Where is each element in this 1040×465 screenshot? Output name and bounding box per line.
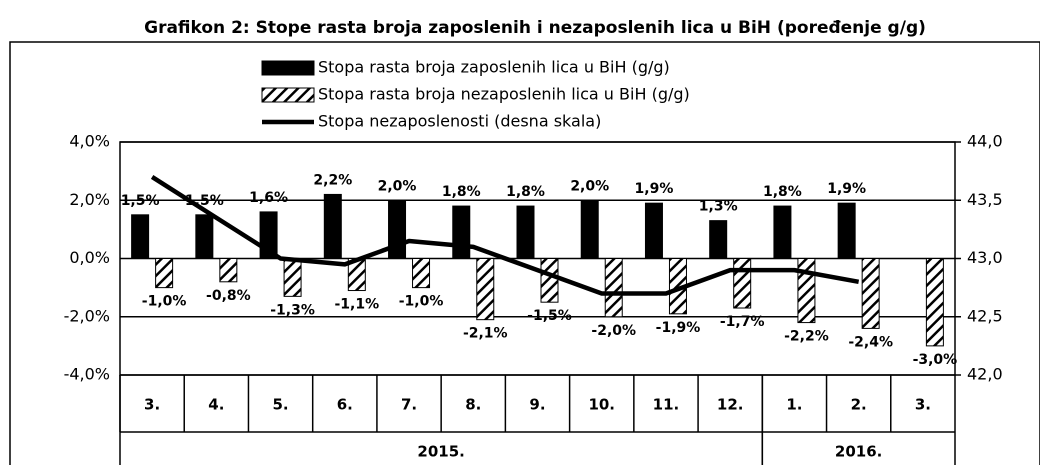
data-label: -1,0% — [399, 294, 444, 310]
y-tick-label: 0,0% — [69, 248, 110, 267]
bar — [195, 214, 214, 259]
x-tick-label: 9. — [529, 396, 545, 414]
y2-tick-label: 43,5 — [967, 190, 1003, 209]
x-tick-label: 5. — [273, 396, 289, 414]
y2-tick-label: 42,5 — [967, 306, 1003, 325]
x-tick-label: 8. — [465, 396, 481, 414]
x-tick-label: 12. — [717, 396, 744, 414]
y2-tick-label: 42,0 — [967, 365, 1003, 384]
y2-tick-label: 43,0 — [967, 248, 1003, 267]
y-tick-label: -2,0% — [64, 306, 110, 325]
x-tick-label: 11. — [653, 396, 680, 414]
x-tick-label: 7. — [401, 396, 417, 414]
y-tick-label: 4,0% — [69, 132, 110, 151]
y-tick-label: 2,0% — [69, 190, 110, 209]
frame — [9, 41, 1040, 465]
bar — [412, 258, 431, 289]
bar — [155, 258, 174, 289]
data-label: 1,8% — [442, 184, 481, 200]
data-label: 1,6% — [249, 190, 288, 206]
bar — [604, 258, 623, 318]
data-label: 1,3% — [699, 199, 738, 215]
bar — [540, 258, 559, 303]
bar — [580, 199, 599, 259]
bar — [861, 258, 880, 329]
data-label: 1,9% — [827, 181, 866, 197]
data-label: -3,0% — [913, 352, 958, 368]
data-label: -2,0% — [591, 323, 636, 339]
x-tick-label: 6. — [337, 396, 353, 414]
data-label: 1,8% — [506, 184, 545, 200]
legend-label: Stopa nezaposlenosti (desna skala) — [318, 112, 601, 131]
y-tick-label: -4,0% — [64, 365, 110, 384]
data-label: -1,5% — [527, 308, 572, 324]
x-tick-label: 3. — [144, 396, 160, 414]
data-label: 1,8% — [763, 184, 802, 200]
data-label: 1,5% — [121, 193, 160, 209]
x-tick-label: 1. — [786, 396, 802, 414]
bar — [283, 258, 302, 297]
x-group-label: 2015. — [417, 443, 464, 461]
data-label: -2,2% — [784, 329, 829, 345]
bar — [452, 205, 471, 259]
data-label: 2,0% — [378, 178, 417, 194]
data-label: -2,4% — [848, 334, 893, 350]
bar — [797, 258, 816, 324]
data-label: -1,1% — [334, 297, 379, 313]
x-tick-label: 4. — [208, 396, 224, 414]
data-label: -1,0% — [142, 294, 187, 310]
bar — [131, 214, 150, 259]
x-tick-label: 10. — [588, 396, 615, 414]
bar — [773, 205, 792, 259]
data-label: -1,3% — [270, 302, 315, 318]
legend-label: Stopa rasta broja nezaposlenih lica u Bi… — [318, 85, 690, 104]
bar — [644, 202, 663, 260]
legend-swatch — [261, 87, 315, 103]
bar — [837, 202, 856, 260]
data-label: 2,0% — [570, 178, 609, 194]
bar — [516, 205, 535, 259]
x-tick-label: 3. — [915, 396, 931, 414]
data-label: -0,8% — [206, 288, 251, 304]
data-label: -1,7% — [720, 314, 765, 330]
x-group-label: 2016. — [835, 443, 882, 461]
data-label: -2,1% — [463, 326, 508, 342]
data-label: 1,9% — [635, 181, 674, 197]
bar — [733, 258, 752, 309]
chart-title: Grafikon 2: Stope rasta broja zaposlenih… — [144, 18, 926, 38]
bar — [709, 220, 728, 259]
data-label: 2,2% — [313, 172, 352, 188]
bar — [476, 258, 495, 321]
legend-swatch — [261, 60, 315, 76]
line — [150, 175, 860, 296]
bar — [323, 193, 342, 259]
data-label: -1,9% — [656, 320, 701, 336]
x-tick-label: 2. — [851, 396, 867, 414]
bar — [925, 258, 944, 347]
legend-label: Stopa rasta broja zaposlenih lica u BiH … — [318, 58, 670, 77]
y2-tick-label: 44,0 — [967, 132, 1003, 151]
bar — [219, 258, 238, 283]
